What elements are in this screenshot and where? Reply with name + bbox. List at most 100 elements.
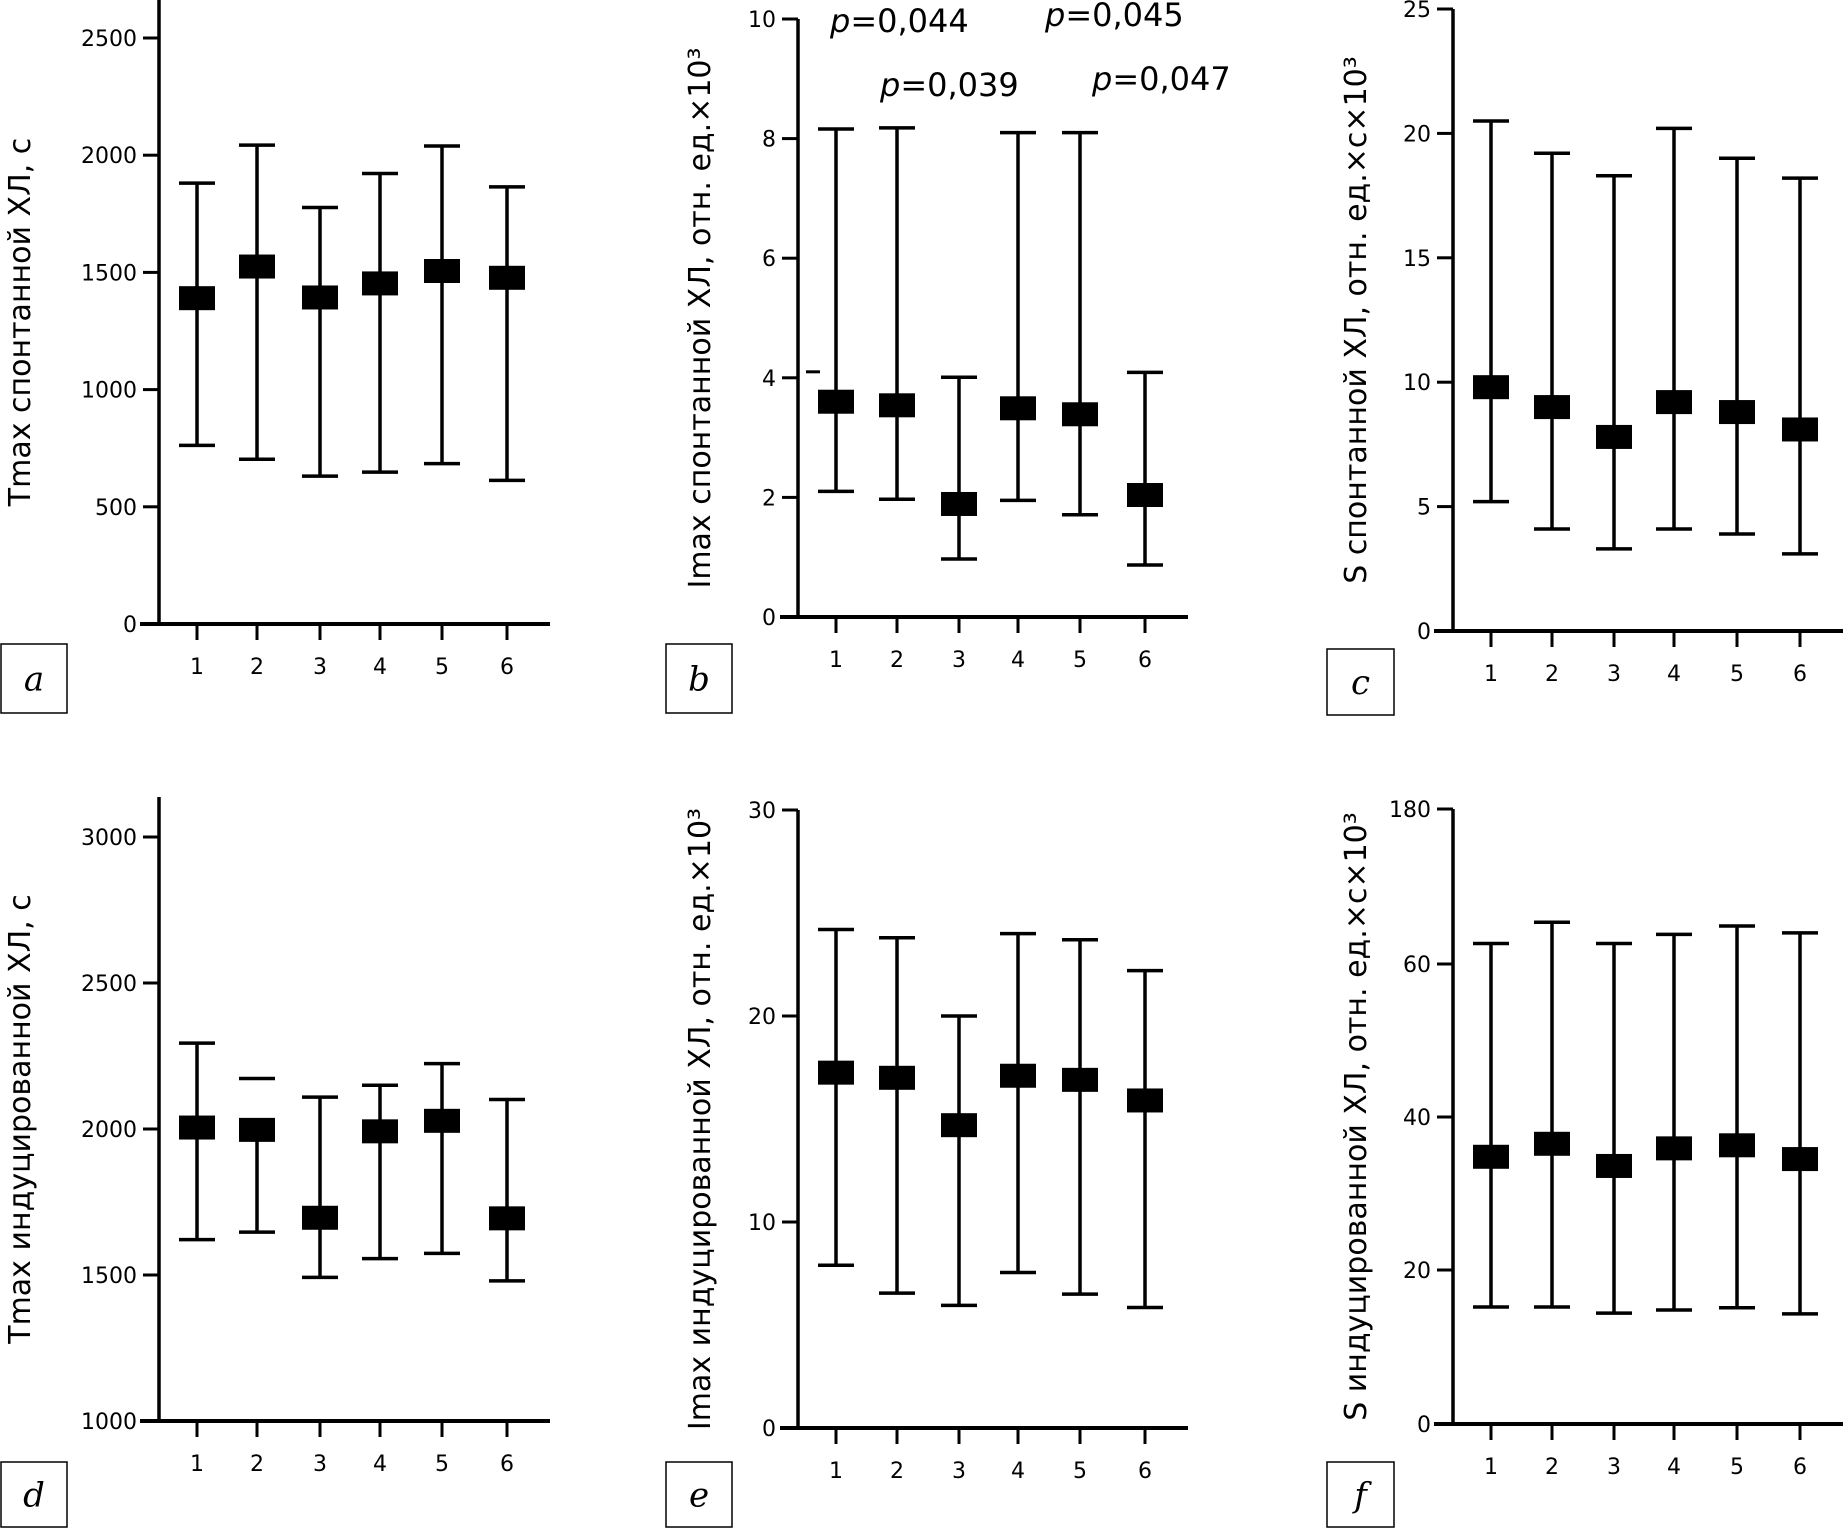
median-marker	[302, 1205, 338, 1230]
median-marker	[302, 285, 338, 310]
x-tick-label: 5	[1073, 648, 1087, 673]
median-marker	[1719, 1133, 1755, 1158]
error-bar-group	[424, 1061, 460, 1256]
x-tick-label: 3	[1607, 662, 1621, 687]
y-tick-label: 0	[762, 606, 776, 631]
error-bar-group	[1656, 932, 1692, 1312]
y-axis-title: S индуцированной ХЛ, отн. ед.×с×10³	[1339, 812, 1374, 1421]
x-tick-label: 4	[1011, 1459, 1025, 1484]
x-tick-label: 2	[250, 1452, 264, 1477]
error-bar-group	[1782, 176, 1818, 556]
error-bar-group	[239, 143, 275, 461]
panel-label-box	[1326, 648, 1395, 716]
p-value-annotation: p=0,047	[1091, 60, 1231, 98]
median-marker	[1782, 1147, 1818, 1172]
median-marker	[239, 1117, 275, 1142]
y-tick-label: 8	[762, 128, 776, 153]
y-tick-label: 2500	[81, 972, 137, 997]
y-tick-label: 2000	[81, 144, 137, 169]
median-marker	[1719, 400, 1755, 425]
y-tick-label: 5	[1417, 496, 1431, 521]
x-tick-label: 3	[313, 1452, 327, 1477]
y-tick-label: 25	[1403, 0, 1431, 23]
y-tick-label: 0	[1417, 1413, 1431, 1438]
error-bar-group	[1534, 920, 1570, 1309]
error-bar-group	[941, 375, 977, 561]
error-bar-group	[1719, 924, 1755, 1310]
error-bar-group	[302, 1095, 338, 1280]
x-tick-label: 1	[190, 655, 204, 680]
error-bar-group	[179, 181, 215, 448]
x-tick-label: 4	[373, 1452, 387, 1477]
panel-label: a	[24, 660, 44, 700]
median-marker	[818, 1060, 854, 1085]
x-tick-label: 5	[1730, 662, 1744, 687]
x-tick-label: 6	[1793, 1455, 1807, 1480]
median-marker	[818, 389, 854, 414]
chart-panel-a: 0 500 1000 1500 2000 2500 1 2 3 4 5 6 Tmax спонтанно…	[0, 0, 550, 714]
x-tick-label: 6	[1793, 662, 1807, 687]
y-axis-title: Imax индуцированной ХЛ, отн. ед.×10³	[683, 808, 718, 1430]
x-tick-label: 2	[890, 648, 904, 673]
y-tick-label: 4	[762, 367, 776, 392]
median-marker	[1656, 1136, 1692, 1161]
error-bar-group	[1473, 119, 1509, 504]
y-tick-label: 6	[762, 247, 776, 272]
y-tick-label: 20	[1403, 122, 1431, 147]
error-bar-group	[179, 1041, 215, 1242]
p-symbol: p	[1044, 0, 1065, 34]
error-bar-group	[941, 1014, 977, 1308]
median-marker	[1534, 395, 1570, 420]
median-marker	[1062, 1067, 1098, 1092]
panel-label: b	[688, 660, 710, 700]
median-marker	[1127, 483, 1163, 508]
x-tick-label: 4	[1667, 1455, 1681, 1480]
median-marker	[1656, 390, 1692, 415]
x-tick-label: 2	[1545, 662, 1559, 687]
y-tick-label: 0	[1417, 620, 1431, 645]
error-bar-group	[1000, 130, 1036, 503]
y-axis-title: Tmax спонтанной ХЛ, с	[3, 138, 38, 507]
y-tick-label: 1000	[81, 379, 137, 404]
p-value-annotation: p=0,044	[829, 2, 969, 40]
median-marker	[362, 271, 398, 296]
y-tick-label: 10	[1403, 371, 1431, 396]
y-tick-label: 1500	[81, 261, 137, 286]
p-symbol: p	[879, 66, 900, 104]
error-bar-group	[1534, 151, 1570, 531]
x-tick-label: 2	[1545, 1455, 1559, 1480]
p-symbol: p	[829, 2, 850, 40]
error-bar-group	[879, 126, 915, 501]
chart-panel-f: 0 20 40 60 180 1 2 3 4 5 6 S индуцированной ХЛ, отн…	[1326, 798, 1843, 1528]
median-marker	[1000, 396, 1036, 421]
chart-panel-d: 1000 1500 2000 2500 3000 1 2 3 4 5 6 Tmax индуциров…	[0, 797, 550, 1528]
p-value-text: =0,039	[900, 66, 1018, 104]
error-bar-group	[362, 171, 398, 474]
y-axis-title: S спонтанной ХЛ, отн. ед.×с×10³	[1339, 56, 1374, 584]
panel-label-box	[0, 643, 68, 714]
x-tick-label: 1	[1484, 662, 1498, 687]
error-bar-group	[1656, 126, 1692, 531]
x-tick-label: 4	[1667, 662, 1681, 687]
panel-label: d	[23, 1476, 45, 1516]
y-axis-title: Tmax индуцированной ХЛ, с	[3, 894, 38, 1345]
error-bar-group	[818, 927, 854, 1268]
x-tick-label: 1	[829, 1459, 843, 1484]
median-marker	[941, 491, 977, 516]
y-tick-label: 2000	[81, 1118, 137, 1143]
y-tick-label: 2	[762, 486, 776, 511]
y-tick-label: 1500	[81, 1264, 137, 1289]
median-marker	[179, 1115, 215, 1140]
x-tick-label: 6	[1138, 648, 1152, 673]
error-bar-group	[489, 185, 525, 483]
median-marker	[879, 393, 915, 418]
panel-label-box	[665, 643, 733, 714]
median-marker	[424, 258, 460, 283]
error-bar-group	[1062, 130, 1098, 517]
error-bar-group	[1719, 156, 1755, 536]
median-marker	[1473, 1144, 1509, 1169]
error-bar-group	[424, 144, 460, 466]
p-symbol: p	[1091, 60, 1112, 98]
panel-label: c	[1351, 663, 1370, 703]
